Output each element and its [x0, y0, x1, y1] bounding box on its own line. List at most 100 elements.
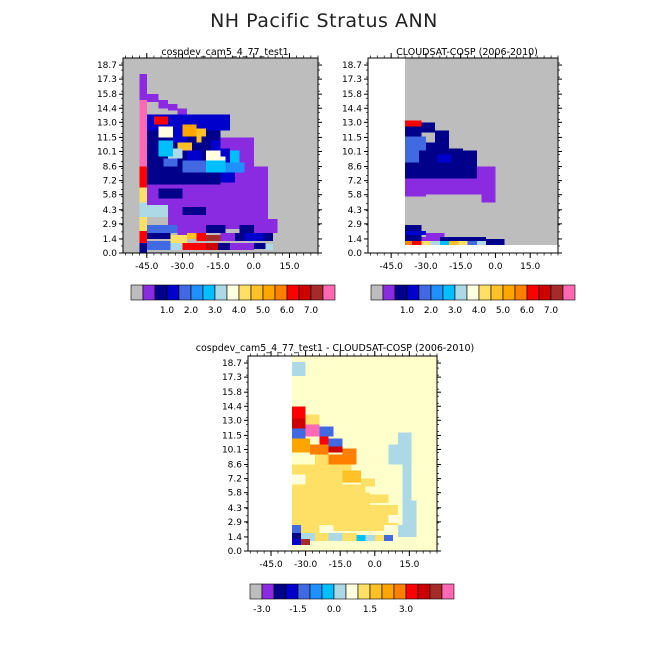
y-tick-label: 1.4: [103, 235, 118, 245]
plot-frame: [247, 355, 438, 552]
y-tick-label: 10.1: [342, 147, 362, 157]
heatmap-cell: [253, 166, 269, 185]
heatmap-cell: [421, 236, 440, 241]
colorbar-swatch: [190, 284, 204, 301]
colorbar-swatch: [454, 284, 468, 301]
colorbar-label: 4.0: [232, 306, 247, 316]
colorbar-swatch: [238, 284, 252, 301]
heatmap-cells-3: [248, 356, 437, 551]
heatmap-cell: [360, 478, 375, 487]
heatmap-cell: [291, 474, 306, 483]
colorbar-swatch: [250, 284, 264, 301]
heatmap-cell: [177, 142, 192, 151]
heatmap-cell: [153, 116, 169, 125]
y-tick-label: 5.8: [228, 489, 243, 499]
heatmap-cell: [146, 204, 169, 217]
heatmap-cell: [405, 192, 426, 197]
colorbar-swatch: [297, 583, 311, 600]
heatmap-cell: [486, 238, 505, 245]
heatmap-cell: [342, 470, 361, 483]
y-tick-label: 4.3: [228, 504, 242, 514]
colorbar-swatch: [406, 284, 420, 301]
heatmap-cell: [177, 226, 207, 237]
heatmap-cell: [187, 232, 197, 239]
heatmap-cell: [220, 148, 231, 157]
heatmap-cell: [405, 126, 422, 137]
x-tick-label: 0.0: [247, 262, 262, 272]
heatmap-cell: [397, 524, 412, 537]
heatmap-cell: [244, 142, 254, 158]
y-tick-label: 11.5: [342, 133, 362, 143]
y-tick-label: 11.5: [222, 431, 242, 441]
heatmap-cell: [405, 230, 426, 235]
heatmap-cell: [449, 240, 459, 245]
colorbar-label: -3.0: [253, 605, 271, 615]
heatmap-cell: [425, 232, 445, 237]
colorbar-swatch: [418, 284, 432, 301]
heatmap-cell: [139, 100, 147, 131]
heatmap-cell: [405, 136, 426, 151]
heatmap-cell: [421, 122, 436, 133]
y-tick-label: 13.0: [222, 416, 242, 426]
y-tick-label: 13.0: [342, 118, 362, 128]
heatmap-cell: [170, 242, 183, 250]
x-tick-label: -30.0: [414, 262, 438, 272]
colorbar-swatch: [321, 583, 335, 600]
y-tick-label: 10.1: [97, 147, 117, 157]
heatmap-cell: [388, 514, 398, 523]
heatmap-cell: [291, 406, 306, 419]
heatmap-cell: [139, 216, 147, 231]
heatmap-cell: [405, 120, 422, 127]
heatmap-cell: [196, 128, 207, 143]
x-tick-label: 0.0: [488, 262, 503, 272]
x-tick-label: -30.0: [294, 560, 318, 570]
colorbar-swatch: [442, 284, 456, 301]
heatmap-cell: [368, 244, 558, 253]
colorbar-swatch: [369, 583, 383, 600]
heatmap-cell: [182, 206, 207, 215]
heatmap-cell: [158, 126, 173, 138]
heatmap-cell: [319, 526, 334, 533]
y-tick-label: 17.3: [342, 75, 362, 85]
heatmap-cell: [437, 154, 452, 163]
heatmap-cell: [139, 242, 147, 253]
heatmap-panel-2: [367, 57, 559, 254]
colorbar-swatch: [249, 583, 263, 600]
heatmap-cell: [187, 150, 202, 161]
colorbar-label: 1.5: [363, 605, 377, 615]
colorbar-swatch: [478, 284, 492, 301]
heatmap-cell: [301, 524, 320, 533]
heatmap-cell: [481, 192, 496, 203]
colorbar-swatch: [178, 284, 192, 301]
heatmap-cell: [405, 178, 496, 195]
heatmap-cell: [328, 532, 343, 541]
colorbar-swatch: [393, 583, 407, 600]
colorbar-swatch: [441, 583, 455, 600]
y-tick-label: 14.4: [342, 104, 362, 114]
heatmap-cell: [182, 242, 207, 250]
colorbar-label: 6.0: [520, 306, 535, 316]
heatmap-cell: [301, 532, 315, 541]
heatmap-cell: [319, 426, 334, 437]
page-title: NH Pacific Stratus ANN: [210, 10, 438, 32]
heatmap-cell: [476, 166, 496, 181]
x-tick-label: -45.0: [135, 262, 159, 272]
colorbar-label: -1.5: [289, 605, 307, 615]
colorbar-swatch: [502, 284, 516, 301]
colorbar-swatch: [309, 583, 323, 600]
colorbar-swatch: [166, 284, 180, 301]
y-tick-label: 14.4: [97, 104, 117, 114]
heatmap-cell: [146, 94, 159, 103]
heatmap-cell: [365, 534, 375, 541]
y-tick-label: 7.2: [348, 177, 362, 187]
heatmap-cell: [305, 470, 343, 487]
colorbar-swatch: [562, 284, 576, 301]
heatmap-cell: [196, 232, 207, 241]
heatmap-cell: [220, 232, 235, 241]
heatmap-cell: [253, 242, 266, 249]
colorbar-swatch: [214, 284, 228, 301]
y-tick-label: 18.7: [342, 61, 362, 71]
x-tick-label: 15.0: [279, 262, 299, 272]
heatmap-cell: [291, 464, 352, 475]
